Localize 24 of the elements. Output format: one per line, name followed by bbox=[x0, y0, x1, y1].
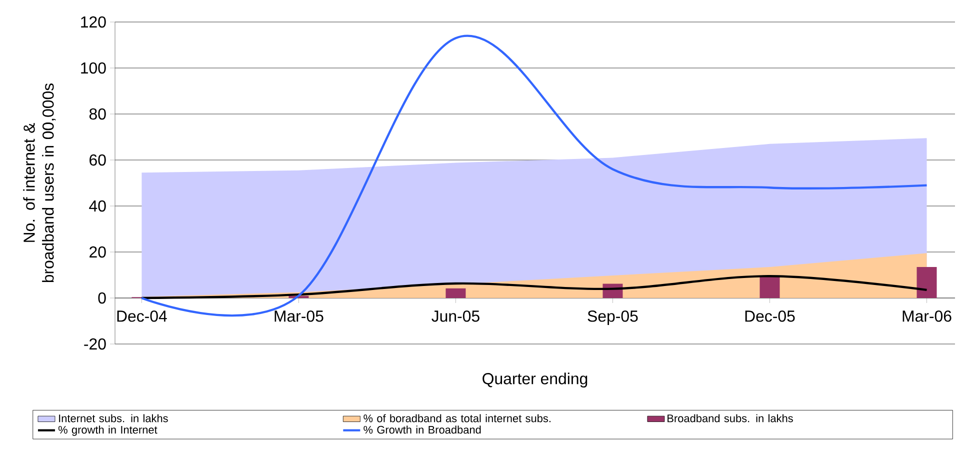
y-tick-label: 40 bbox=[89, 200, 106, 212]
legend-label: % of boradband as total internet subs. bbox=[364, 414, 550, 422]
x-tick-label: Sep-05 bbox=[588, 310, 638, 325]
x-tick-label: Dec-05 bbox=[745, 310, 795, 322]
bar bbox=[760, 276, 780, 298]
x-axis-title: Quarter ending bbox=[482, 372, 588, 388]
y-axis-title: No. of internet & broadband users in 00,000s bbox=[23, 83, 56, 282]
bar bbox=[446, 288, 466, 298]
y-tick-label: 0 bbox=[98, 292, 106, 304]
y-tick-label: 120 bbox=[81, 16, 106, 28]
x-tick-label: Jun-05 bbox=[432, 310, 480, 322]
x-tick-label: Mar-05 bbox=[274, 310, 324, 322]
bar bbox=[916, 266, 937, 298]
y-tick-label: 60 bbox=[90, 154, 106, 166]
y-tick-label: 80 bbox=[89, 108, 106, 120]
legend-label: Broadband subs. in lakhs bbox=[668, 414, 793, 422]
legend-label: % growth in Internet bbox=[58, 426, 158, 436]
x-tick-label: Mar-06 bbox=[902, 310, 952, 322]
y-tick-label: 100 bbox=[81, 62, 106, 74]
y-tick-label: 20 bbox=[90, 246, 106, 258]
legend-label: Internet subs. in lakhs bbox=[59, 414, 168, 422]
x-tick-label: Dec-04 bbox=[117, 310, 167, 322]
legend-label: % Growth in Broadband bbox=[364, 426, 481, 434]
y-tick-label: -20 bbox=[84, 338, 106, 350]
